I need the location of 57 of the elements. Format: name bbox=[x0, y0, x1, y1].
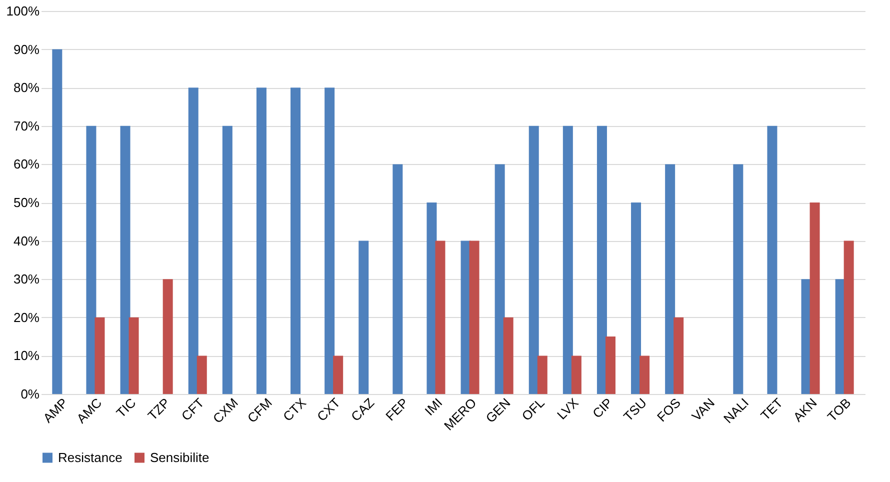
y-tick-label: 100% bbox=[6, 4, 40, 18]
bar bbox=[196, 356, 207, 394]
bar bbox=[605, 336, 616, 394]
x-tick-label: TET bbox=[758, 395, 786, 424]
bar bbox=[767, 126, 778, 394]
bar bbox=[256, 88, 266, 394]
bar bbox=[324, 88, 335, 394]
y-tick-label: 70% bbox=[13, 118, 40, 134]
x-tick-label: VAN bbox=[688, 395, 718, 424]
y-tick-label: 60% bbox=[13, 156, 40, 172]
y-tick-label: 30% bbox=[13, 272, 40, 287]
x-tick-label: TZP bbox=[144, 395, 173, 424]
y-tick-label: 20% bbox=[13, 310, 40, 325]
bar bbox=[733, 164, 744, 394]
bar bbox=[469, 240, 480, 394]
y-tick-label: 40% bbox=[13, 233, 40, 248]
bar bbox=[640, 356, 650, 394]
bar bbox=[494, 164, 505, 394]
bar bbox=[665, 164, 676, 394]
bar bbox=[537, 356, 548, 394]
y-tick-label: 90% bbox=[13, 42, 40, 57]
bar bbox=[503, 317, 514, 394]
bar bbox=[392, 164, 403, 394]
bar bbox=[290, 88, 301, 394]
bar bbox=[435, 240, 446, 394]
bar bbox=[810, 202, 820, 394]
bar bbox=[94, 317, 105, 394]
bar bbox=[128, 317, 139, 394]
bar bbox=[631, 202, 642, 394]
x-tick-label: IMI bbox=[422, 395, 446, 418]
bar bbox=[844, 240, 854, 394]
y-tick-label: 80% bbox=[13, 80, 40, 96]
y-tick-label: 10% bbox=[13, 348, 40, 364]
x-tick-label: TIC bbox=[113, 395, 139, 421]
x-tick-label: LVX bbox=[554, 394, 582, 422]
bar bbox=[120, 126, 130, 394]
bar bbox=[674, 317, 684, 394]
bar bbox=[596, 126, 607, 394]
x-tick-label: CIP bbox=[589, 395, 616, 422]
bar bbox=[333, 356, 344, 394]
bar bbox=[188, 88, 198, 394]
x-tick-label: TOB bbox=[824, 395, 854, 424]
y-tick-label: 0% bbox=[20, 386, 40, 402]
bar bbox=[571, 356, 582, 394]
legend-label: Resistance bbox=[58, 450, 122, 465]
x-tick-label: TSU bbox=[620, 395, 650, 424]
x-tick-label: OFL bbox=[518, 395, 548, 424]
bar bbox=[162, 279, 173, 394]
bar bbox=[52, 49, 62, 394]
y-tick-label: 50% bbox=[13, 195, 40, 210]
bar bbox=[358, 240, 369, 394]
bar bbox=[528, 126, 539, 394]
legend-label: Sensibilite bbox=[150, 450, 210, 465]
bar bbox=[86, 126, 96, 394]
bar bbox=[562, 126, 573, 394]
x-tick-label: CFT bbox=[178, 395, 207, 424]
bar bbox=[222, 126, 232, 394]
